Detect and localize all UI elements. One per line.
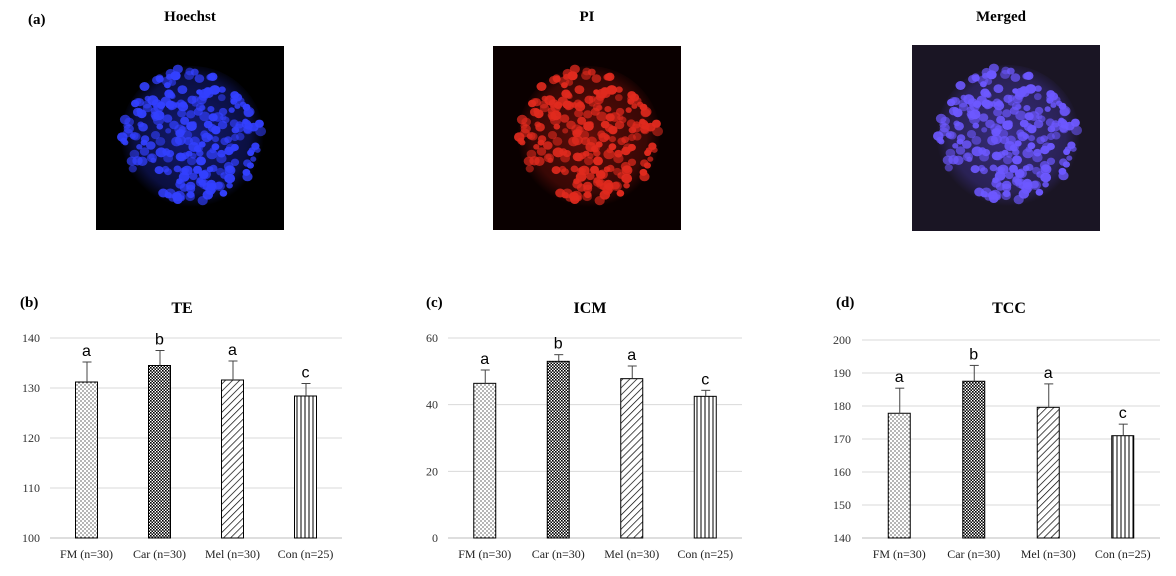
x-tick-label: Con (n=25) bbox=[1095, 547, 1151, 561]
bar bbox=[546, 360, 570, 539]
bar bbox=[887, 412, 911, 539]
merged-title: Merged bbox=[976, 9, 1026, 25]
y-tick-label: 20 bbox=[426, 464, 438, 478]
y-tick-label: 110 bbox=[22, 481, 40, 495]
bar bbox=[473, 382, 497, 539]
significance-letter: b bbox=[155, 332, 164, 349]
bar-charts: (b) TE 100 110 120 130 140 a FM (n=30) b Car (n=30… bbox=[20, 295, 1160, 561]
bar bbox=[294, 395, 317, 539]
x-tick-label: Car (n=30) bbox=[947, 547, 1000, 561]
y-tick-label: 140 bbox=[833, 531, 851, 545]
x-tick-label: Mel (n=30) bbox=[1021, 547, 1076, 561]
merged-image bbox=[912, 45, 1100, 231]
y-tick-label: 120 bbox=[22, 431, 40, 445]
y-tick-label: 140 bbox=[22, 331, 40, 345]
y-tick-label: 160 bbox=[833, 465, 851, 479]
significance-letter: a bbox=[1044, 365, 1053, 382]
panel-label-a: (a) bbox=[28, 12, 46, 28]
y-tick-label: 170 bbox=[833, 432, 851, 446]
y-tick-label: 200 bbox=[833, 333, 851, 347]
bar bbox=[693, 395, 717, 539]
significance-letter: b bbox=[969, 346, 978, 363]
y-tick-label: 100 bbox=[22, 531, 40, 545]
panel-label: (c) bbox=[426, 295, 443, 311]
x-tick-label: FM (n=30) bbox=[60, 547, 113, 561]
bar bbox=[1036, 406, 1060, 539]
panel-label: (d) bbox=[836, 295, 854, 311]
significance-letter: b bbox=[554, 336, 563, 353]
hoechst-image bbox=[96, 46, 284, 230]
y-tick-label: 180 bbox=[833, 399, 851, 413]
x-tick-label: Con (n=25) bbox=[677, 547, 733, 561]
bar bbox=[620, 378, 644, 539]
x-tick-label: Mel (n=30) bbox=[604, 547, 659, 561]
x-tick-label: FM (n=30) bbox=[458, 547, 511, 561]
panel-label: (b) bbox=[20, 295, 38, 311]
bar bbox=[75, 381, 98, 539]
significance-letter: c bbox=[1119, 405, 1127, 422]
significance-letter: a bbox=[228, 342, 237, 359]
significance-letter: c bbox=[701, 371, 709, 388]
hoechst-title: Hoechst bbox=[164, 9, 216, 25]
x-tick-label: Car (n=30) bbox=[532, 547, 585, 561]
y-tick-label: 0 bbox=[432, 531, 438, 545]
significance-letter: a bbox=[627, 347, 636, 364]
y-tick-label: 60 bbox=[426, 331, 438, 345]
x-tick-label: Mel (n=30) bbox=[205, 547, 260, 561]
pi-image bbox=[493, 46, 681, 230]
chart-title: TCC bbox=[992, 300, 1026, 317]
significance-letter: a bbox=[895, 369, 904, 386]
bar bbox=[1111, 435, 1135, 539]
chart-title: ICM bbox=[574, 300, 607, 317]
y-tick-label: 150 bbox=[833, 498, 851, 512]
bar bbox=[221, 379, 244, 539]
significance-letter: a bbox=[82, 343, 91, 360]
significance-letter: c bbox=[302, 365, 310, 382]
y-tick-label: 190 bbox=[833, 366, 851, 380]
y-tick-label: 130 bbox=[22, 381, 40, 395]
x-tick-label: Con (n=25) bbox=[278, 547, 334, 561]
significance-letter: a bbox=[480, 351, 489, 368]
pi-title: PI bbox=[579, 9, 595, 25]
bar bbox=[148, 365, 171, 539]
y-tick-label: 40 bbox=[426, 398, 438, 412]
x-tick-label: Car (n=30) bbox=[133, 547, 186, 561]
bar bbox=[962, 380, 986, 539]
chart-title: TE bbox=[171, 300, 192, 317]
x-tick-label: FM (n=30) bbox=[873, 547, 926, 561]
